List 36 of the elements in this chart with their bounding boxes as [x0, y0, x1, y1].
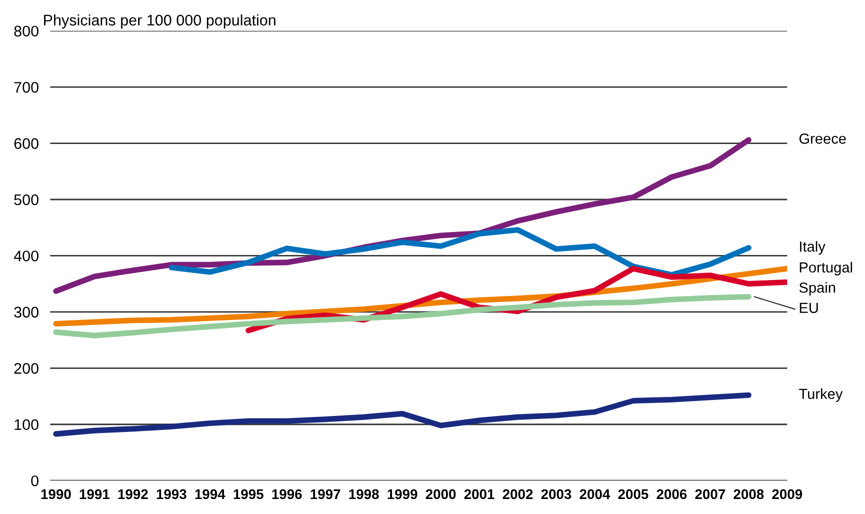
x-tick-label: 1992 — [118, 489, 148, 500]
series-label: Portugal — [800, 262, 852, 276]
x-tick-label: 1994 — [195, 489, 226, 500]
x-tick-label: 1990 — [41, 489, 71, 500]
y-tick-label: 100 — [14, 419, 38, 430]
y-tick-label: 700 — [14, 82, 38, 93]
y-tick-label: 200 — [14, 363, 38, 374]
text: Italy — [800, 241, 826, 255]
y-tick-label: 300 — [14, 306, 38, 318]
x-tick-label: 2005 — [618, 489, 648, 500]
text: Turkey — [799, 388, 843, 402]
x-tick-label: 1998 — [349, 489, 379, 500]
x-tick-label: 2007 — [695, 489, 726, 500]
x-tick-label: 1993 — [156, 489, 186, 500]
x-tick-label: 1996 — [272, 489, 302, 500]
y-axis-title: Physicians per 100 000 population — [44, 14, 276, 29]
x-tick-label: 1995 — [234, 489, 264, 500]
x-tick-label: 2009 — [772, 489, 802, 500]
x-tick-label: 2008 — [734, 489, 764, 500]
x-tick-label: 2003 — [541, 489, 572, 500]
x-tick-label: 2001 — [464, 489, 494, 500]
y-tick-label: 0 — [31, 475, 38, 486]
x-tick-label: 2002 — [502, 489, 533, 500]
x-tick-label: 2004 — [580, 489, 610, 500]
text: Greece — [799, 133, 846, 144]
y-tick-label: 800 — [14, 26, 38, 37]
series-label: Spain — [799, 282, 836, 296]
text: EU — [800, 302, 818, 314]
y-tick-label: 600 — [14, 138, 38, 149]
x-tick-label: 1991 — [80, 489, 110, 500]
y-tick-label: 500 — [14, 194, 38, 206]
x-tick-label: 2000 — [426, 489, 456, 500]
y-tick-label: 400 — [14, 250, 38, 262]
x-tick-label: 2006 — [656, 489, 687, 500]
x-tick-label: 1997 — [310, 489, 340, 500]
x-tick-label: 1999 — [388, 489, 418, 500]
